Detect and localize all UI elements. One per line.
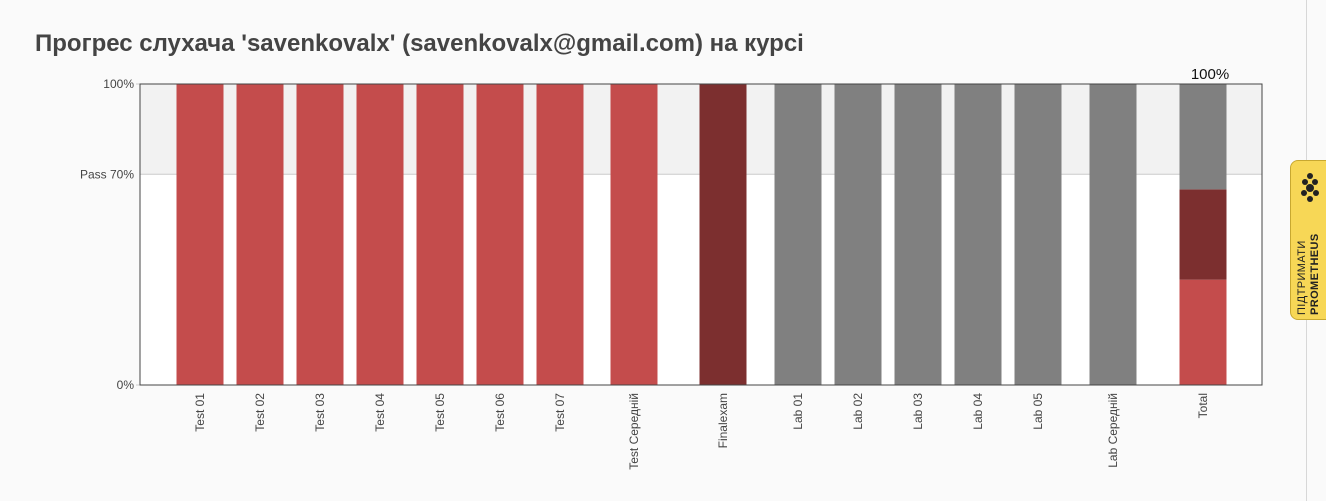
- x-tick-label-0: Test 01: [193, 393, 207, 432]
- bar-lab-05: [1014, 84, 1062, 385]
- bar-total-segment-lab: [1179, 84, 1227, 190]
- bar-test-07: [536, 84, 584, 385]
- bar-total-segment-finalexam: [1179, 189, 1227, 280]
- y-tick-label-1: Pass 70%: [80, 167, 134, 181]
- bar-test-середній: [610, 84, 658, 385]
- y-tick-label-2: 100%: [103, 77, 134, 91]
- plot-border: [139, 83, 1263, 386]
- bar-test-06: [476, 84, 524, 385]
- prometheus-logo-icon: [1301, 173, 1319, 202]
- bar-test-05: [416, 84, 464, 385]
- bar-test-02: [236, 84, 284, 385]
- x-tick-label-15: Total: [1196, 393, 1210, 418]
- support-prometheus-button[interactable]: ПІДТРИМАТИ PROMETHEUS: [1290, 160, 1326, 320]
- x-tick-label-9: Lab 01: [791, 393, 805, 430]
- bar-total-label: 100%: [1191, 66, 1229, 83]
- bar-lab-01: [774, 84, 822, 385]
- y-tick-label-0: 0%: [117, 378, 135, 392]
- x-tick-label-14: Lab Середній: [1106, 393, 1120, 468]
- bar-test-03: [296, 84, 344, 385]
- x-tick-label-4: Test 05: [433, 393, 447, 432]
- bar-lab-04: [954, 84, 1002, 385]
- x-tick-label-6: Test 07: [553, 393, 567, 432]
- x-tick-label-12: Lab 04: [971, 393, 985, 430]
- bar-lab-03: [894, 84, 942, 385]
- support-label-line2: PROMETHEUS: [1309, 233, 1321, 315]
- bar-total-segment-test: [1179, 279, 1227, 385]
- x-tick-label-1: Test 02: [253, 393, 267, 432]
- page-title: Прогрес слухача 'savenkovalx' (savenkova…: [35, 30, 804, 57]
- bar-lab-02: [834, 84, 882, 385]
- x-tick-label-3: Test 04: [373, 393, 387, 432]
- x-tick-label-2: Test 03: [313, 393, 327, 432]
- x-tick-label-8: Finalexam: [716, 393, 730, 448]
- bar-lab-середній: [1089, 84, 1137, 385]
- bar-test-01: [176, 84, 224, 385]
- bar-finalexam: [699, 84, 747, 385]
- x-tick-label-11: Lab 03: [911, 393, 925, 430]
- x-tick-label-13: Lab 05: [1031, 393, 1045, 430]
- x-tick-label-5: Test 06: [493, 393, 507, 432]
- x-tick-label-10: Lab 02: [851, 393, 865, 430]
- support-label-line1: ПІДТРИМАТИ: [1296, 240, 1308, 315]
- bar-test-04: [356, 84, 404, 385]
- x-tick-label-7: Test Середній: [627, 393, 641, 470]
